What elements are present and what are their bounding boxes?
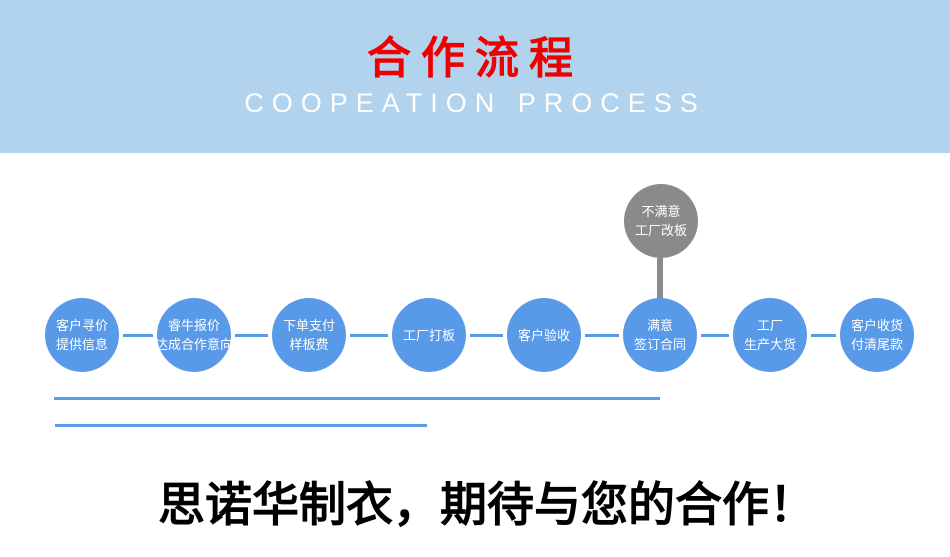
step-line2: 样板费 [289,337,329,352]
flow-branch-circle-rework: 不满意 工厂改板 [624,184,698,258]
step-connector [350,334,388,337]
step-line1: 客户寻价 [55,318,108,333]
decorative-underline-long [54,397,660,400]
step-connector [470,334,503,337]
step-line1: 工厂打板 [402,327,455,343]
step-connector [701,334,729,337]
flow-step-circle-production: 工厂 生产大货 [733,298,807,372]
step-line1: 客户收货 [850,318,903,333]
flow-step-circle-payment: 下单支付 样板费 [272,298,346,372]
banner: 合作流程 COOPEATION PROCESS [0,0,950,153]
page-subtitle: COOPEATION PROCESS [244,88,706,118]
flow-step-circle-contract: 满意 签订合同 [623,298,697,372]
branch-vertical-connector [657,258,663,300]
step-line1: 客户验收 [517,327,570,343]
step-line2: 达成合作意向 [155,337,234,352]
step-connector [811,334,836,337]
step-connector [123,334,153,337]
step-line2: 付清尾款 [850,337,903,352]
step-line2: 生产大货 [743,337,796,352]
decorative-underline-short [55,424,427,427]
flow-step-circle-inquiry: 客户寻价 提供信息 [45,298,119,372]
step-line1: 下单支付 [282,318,335,333]
step-connector [235,334,268,337]
branch-line1: 不满意 [641,204,681,219]
flow-step-circle-sampling: 工厂打板 [392,298,466,372]
step-line1: 睿牛报价 [167,318,220,333]
flow-step-circle-quotation: 睿牛报价 达成合作意向 [155,298,234,372]
page-title: 合作流程 [367,34,583,83]
footer-slogan: 思诺华制衣，期待与您的合作！ [158,480,816,532]
flow-step-circle-acceptance: 客户验收 [507,298,581,372]
step-line1: 满意 [646,318,673,333]
step-connector [585,334,619,337]
branch-line2: 工厂改板 [634,223,687,238]
step-line1: 工厂 [756,318,783,333]
step-line2: 签订合同 [633,337,686,352]
step-line2: 提供信息 [55,337,108,352]
flow-step-circle-delivery: 客户收货 付清尾款 [840,298,914,372]
